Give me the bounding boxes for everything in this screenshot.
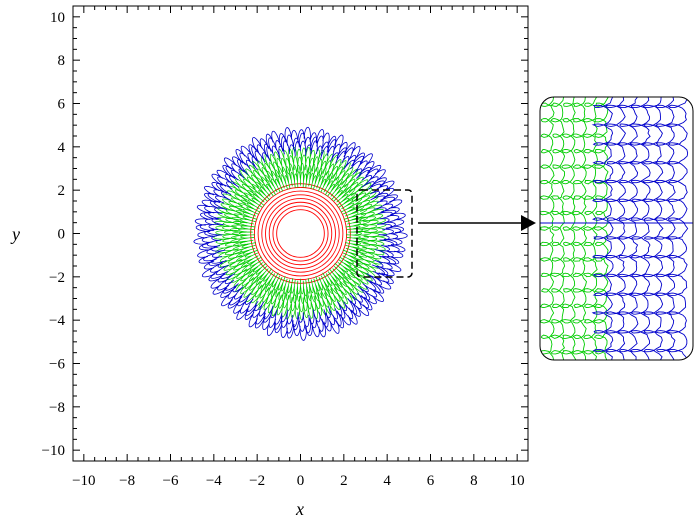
red-orbit-ring — [261, 194, 340, 273]
x-tick-label: 4 — [383, 473, 391, 489]
y-tick-label: 2 — [58, 183, 66, 199]
y-tick-label: 10 — [50, 10, 65, 26]
red-orbit-ring — [272, 205, 329, 262]
y-tick-label: 8 — [58, 53, 66, 69]
x-tick-label: 10 — [510, 473, 525, 489]
inset-background — [540, 97, 693, 360]
inset-orbit-path — [604, 97, 626, 360]
inset-orbit-path — [666, 97, 689, 360]
orbit-path — [237, 171, 364, 297]
red-orbit-ring — [276, 209, 325, 258]
x-axis-label: x — [295, 499, 304, 519]
red-orbit-ring — [265, 198, 336, 269]
inset-orbit-path — [628, 97, 651, 360]
red-orbit-ring — [257, 190, 344, 277]
red-orbit-ring — [268, 201, 333, 266]
y-tick-label: −4 — [49, 313, 65, 329]
y-axis-label: y — [10, 224, 20, 244]
y-tick-label: 6 — [58, 97, 66, 113]
zoom-arrowhead — [521, 215, 536, 231]
inset-orbit-path — [616, 97, 639, 360]
orbit-path — [199, 132, 401, 334]
inset-orbit-path — [593, 97, 609, 360]
x-tick-label: 0 — [297, 473, 305, 489]
y-tick-label: 0 — [58, 227, 66, 243]
y-tick-label: −10 — [42, 443, 65, 459]
orbit-path — [213, 146, 388, 321]
inset-panel — [540, 97, 693, 360]
x-tick-label: −8 — [119, 473, 135, 489]
y-tick-label: −6 — [49, 357, 65, 373]
x-tick-label: 6 — [427, 473, 435, 489]
y-tick-label: −8 — [49, 400, 65, 416]
orbit-path — [229, 162, 372, 304]
zoom-box — [356, 189, 413, 278]
y-tick-label: −2 — [49, 270, 65, 286]
series-group — [193, 126, 408, 341]
inset-frame — [539, 96, 694, 361]
plot-area — [72, 5, 529, 462]
x-tick-label: −2 — [249, 473, 265, 489]
ticks: −10 −10 −8 −8 −6 −6 −4 −4 −2 −2 0 0 2 2 4 4 6 6 8 8 10 10 — [42, 6, 528, 489]
x-tick-label: −10 — [72, 473, 95, 489]
inset-orbit-path — [654, 97, 676, 360]
inset-orbit-path — [540, 97, 555, 360]
orbit-path — [193, 126, 408, 341]
inset-orbit-path — [549, 97, 566, 360]
inset-orbit-path — [641, 97, 664, 360]
inset-orbit-path — [591, 97, 614, 360]
inset-orbit-path — [560, 97, 577, 360]
x-tick-label: 2 — [340, 473, 348, 489]
orbit-path — [222, 154, 380, 313]
inset-orbit-path — [571, 97, 587, 360]
orbit-path — [206, 140, 394, 328]
x-tick-label: 8 — [470, 473, 478, 489]
inset-orbit-path — [582, 97, 598, 360]
x-tick-label: −4 — [206, 473, 222, 489]
x-tick-label: −6 — [163, 473, 179, 489]
y-tick-label: 4 — [58, 140, 66, 156]
